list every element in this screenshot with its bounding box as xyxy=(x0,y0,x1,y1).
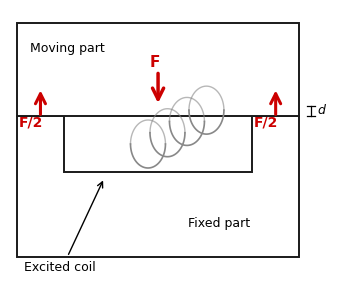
Text: F/2: F/2 xyxy=(254,116,278,130)
Text: Fixed part: Fixed part xyxy=(188,217,251,230)
Text: F: F xyxy=(150,55,160,70)
Text: d: d xyxy=(318,104,326,117)
Text: Moving part: Moving part xyxy=(30,41,105,54)
Text: Excited coil: Excited coil xyxy=(24,261,96,274)
Polygon shape xyxy=(17,116,299,257)
Text: F/2: F/2 xyxy=(19,116,43,130)
FancyBboxPatch shape xyxy=(17,23,299,116)
